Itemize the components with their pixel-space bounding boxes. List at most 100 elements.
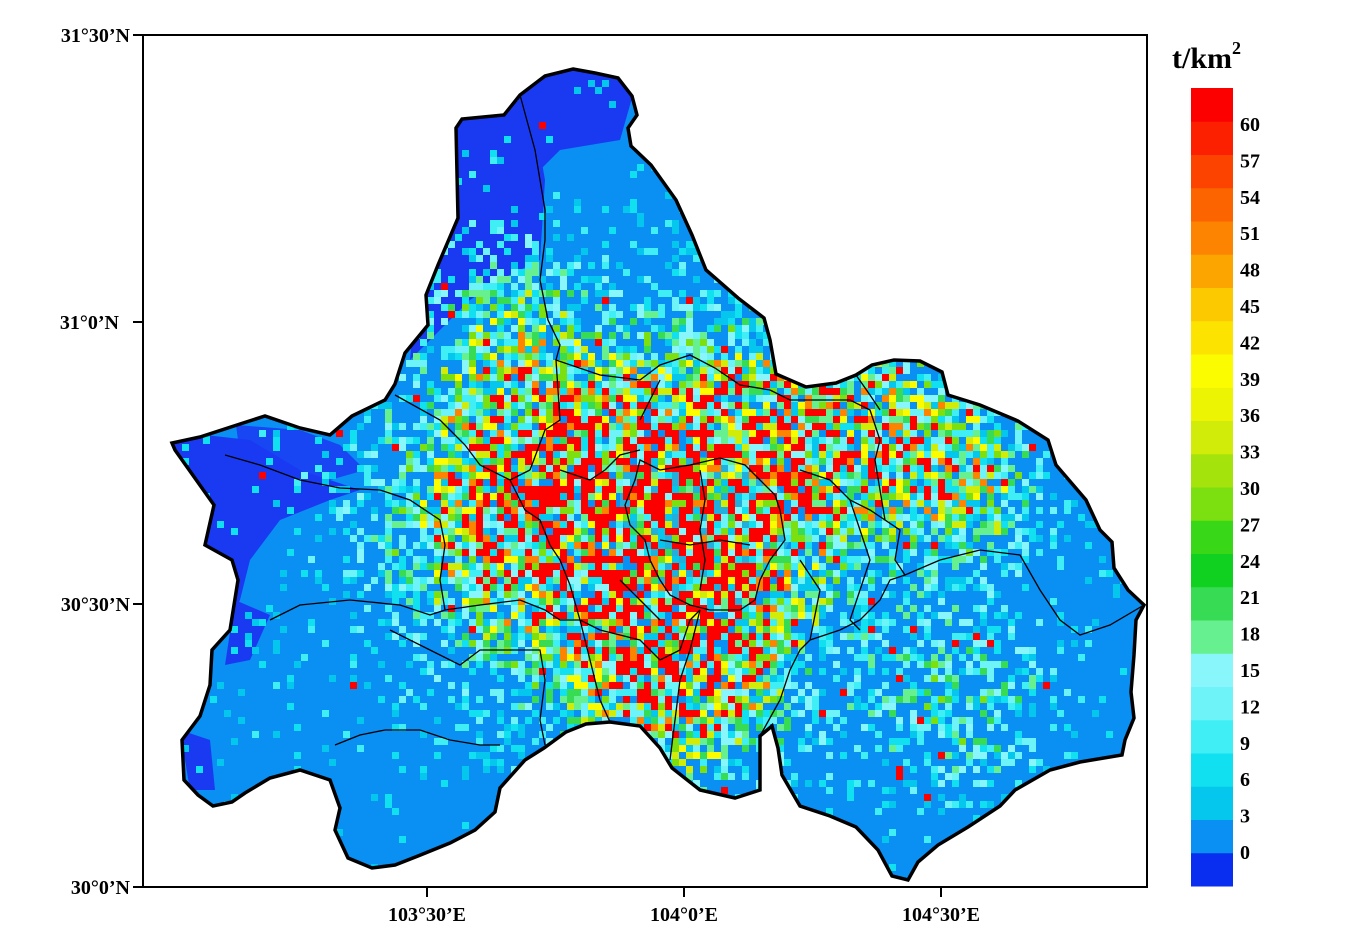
- emission-cell: [490, 514, 497, 521]
- emission-cell: [483, 402, 490, 409]
- emission-cell: [630, 605, 637, 612]
- emission-cell: [553, 598, 560, 605]
- emission-cell: [973, 738, 980, 745]
- emission-cell: [658, 514, 665, 521]
- emission-cell: [798, 479, 805, 486]
- emission-cell: [1050, 724, 1057, 731]
- emission-cell: [581, 556, 588, 563]
- emission-cell: [987, 640, 994, 647]
- emission-cell: [518, 304, 525, 311]
- emission-cell: [798, 605, 805, 612]
- emission-cell: [532, 353, 539, 360]
- emission-cell: [567, 262, 574, 269]
- emission-cell: [742, 570, 749, 577]
- emission-cell: [714, 752, 721, 759]
- emission-cell: [749, 535, 756, 542]
- emission-cell: [728, 717, 735, 724]
- emission-cell: [574, 682, 581, 689]
- emission-cell: [686, 668, 693, 675]
- emission-cell: [679, 570, 686, 577]
- emission-cell: [756, 605, 763, 612]
- emission-cell: [686, 500, 693, 507]
- emission-cell: [903, 479, 910, 486]
- emission-cell: [665, 703, 672, 710]
- emission-cell: [539, 311, 546, 318]
- emission-cell: [714, 290, 721, 297]
- emission-cell: [546, 402, 553, 409]
- emission-cell: [721, 542, 728, 549]
- emission-cell: [434, 472, 441, 479]
- emission-cell: [931, 703, 938, 710]
- emission-cell: [385, 528, 392, 535]
- emission-cell: [518, 276, 525, 283]
- emission-cell: [399, 570, 406, 577]
- emission-cell: [476, 696, 483, 703]
- emission-cell: [462, 507, 469, 514]
- emission-cell: [861, 528, 868, 535]
- emission-cell: [630, 514, 637, 521]
- emission-cell: [805, 605, 812, 612]
- emission-cell: [483, 388, 490, 395]
- emission-cell: [434, 521, 441, 528]
- emission-cell: [616, 360, 623, 367]
- emission-cell: [945, 430, 952, 437]
- emission-cell: [420, 731, 427, 738]
- emission-cell: [567, 437, 574, 444]
- emission-cell: [658, 458, 665, 465]
- emission-cell: [434, 619, 441, 626]
- emission-cell: [644, 570, 651, 577]
- emission-cell: [679, 423, 686, 430]
- emission-cell: [567, 703, 574, 710]
- emission-cell: [518, 563, 525, 570]
- emission-cell: [518, 668, 525, 675]
- emission-cell: [686, 640, 693, 647]
- emission-cell: [357, 717, 364, 724]
- emission-cell: [413, 598, 420, 605]
- emission-cell: [483, 500, 490, 507]
- emission-cell: [679, 262, 686, 269]
- emission-cell: [973, 416, 980, 423]
- emission-cell: [546, 591, 553, 598]
- emission-cell: [546, 640, 553, 647]
- emission-cell: [847, 542, 854, 549]
- emission-cell: [385, 556, 392, 563]
- emission-cell: [315, 514, 322, 521]
- emission-cell: [560, 549, 567, 556]
- emission-cell: [644, 528, 651, 535]
- emission-cell: [392, 612, 399, 619]
- emission-cell: [602, 311, 609, 318]
- emission-cell: [441, 598, 448, 605]
- emission-cell: [826, 752, 833, 759]
- emission-cell: [798, 493, 805, 500]
- emission-cell: [448, 500, 455, 507]
- emission-cell: [476, 423, 483, 430]
- emission-cell: [595, 647, 602, 654]
- emission-cell: [910, 465, 917, 472]
- emission-cell: [952, 724, 959, 731]
- emission-cell: [721, 360, 728, 367]
- emission-cell: [1001, 493, 1008, 500]
- emission-cell: [616, 290, 623, 297]
- emission-cell: [714, 367, 721, 374]
- emission-cell: [784, 521, 791, 528]
- emission-cell: [896, 458, 903, 465]
- emission-cell: [658, 332, 665, 339]
- emission-cell: [609, 444, 616, 451]
- emission-cell: [455, 584, 462, 591]
- emission-cell: [490, 290, 497, 297]
- emission-cell: [651, 731, 658, 738]
- emission-cell: [490, 157, 497, 164]
- emission-cell: [987, 465, 994, 472]
- emission-cell: [483, 626, 490, 633]
- emission-cell: [385, 409, 392, 416]
- emission-cell: [469, 507, 476, 514]
- emission-cell: [777, 514, 784, 521]
- emission-cell: [749, 703, 756, 710]
- emission-cell: [735, 640, 742, 647]
- emission-cell: [434, 675, 441, 682]
- emission-cell: [700, 675, 707, 682]
- emission-cell: [945, 416, 952, 423]
- emission-cell: [301, 654, 308, 661]
- emission-cell: [546, 290, 553, 297]
- emission-cell: [385, 584, 392, 591]
